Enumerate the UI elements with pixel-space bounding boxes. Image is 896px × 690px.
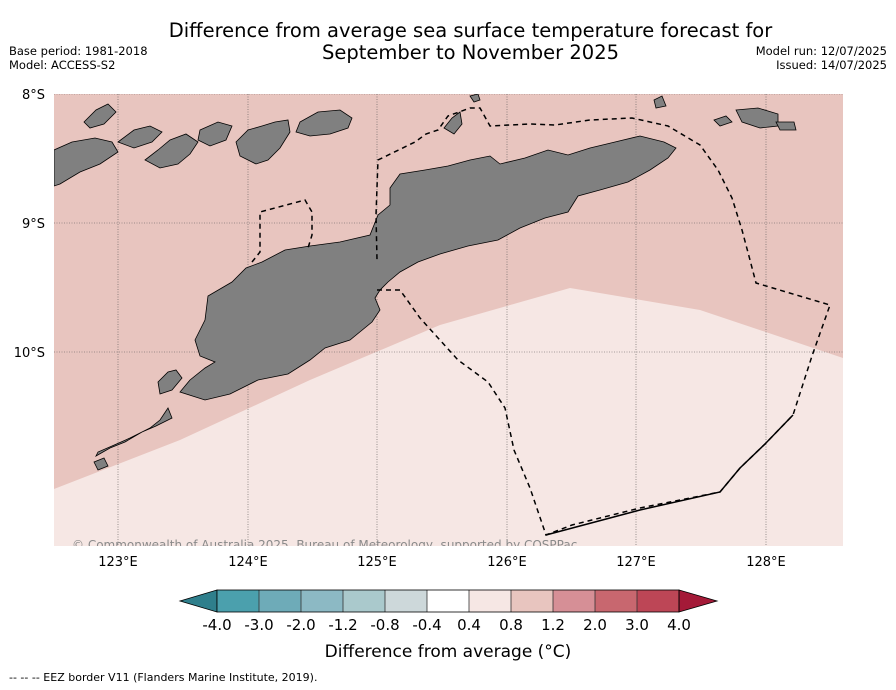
model-run: Model run: 12/07/2025 <box>755 44 887 58</box>
moa-island <box>775 121 797 131</box>
colorbar-title: Difference from average (°C) <box>324 642 572 662</box>
lat-label-9s: 9°S <box>22 217 45 232</box>
eez-border-solid <box>545 414 794 536</box>
eez-border-oecusse <box>251 199 313 263</box>
romang-island <box>443 111 463 135</box>
colorbar-bin <box>427 590 469 612</box>
lon-label-123e: 123°E <box>98 555 138 570</box>
ndao-island <box>93 457 109 471</box>
lon-label-125e: 125°E <box>357 555 397 570</box>
colorbar-bin <box>511 590 553 612</box>
colorbar: -4.0 -3.0 -2.0 -1.2 -0.8 -0.4 0.4 0.8 1.… <box>178 589 719 634</box>
colorbar-over-arrow <box>678 589 719 613</box>
lat-label-8s: 8°S <box>22 88 45 103</box>
copyright-notice: © Commonwealth of Australia 2025, Bureau… <box>72 538 577 552</box>
colorbar-tick: -4.0 <box>202 616 231 634</box>
lon-label-128e: 128°E <box>746 555 786 570</box>
kisar-island <box>713 115 733 127</box>
colorbar-ticks: -4.0 -3.0 -2.0 -1.2 -0.8 -0.4 0.4 0.8 1.… <box>202 616 691 634</box>
pantar-island <box>197 121 233 147</box>
atauro-island <box>469 94 481 103</box>
colorbar-frame <box>216 589 680 613</box>
flores-east-island <box>54 137 119 187</box>
timor-island <box>179 135 677 401</box>
lon-label-126e: 126°E <box>487 555 527 570</box>
colorbar-tick: -0.8 <box>370 616 399 634</box>
rote-island <box>95 407 173 458</box>
eez-footnote: -- -- -- EEZ border V11 (Flanders Marine… <box>9 671 318 684</box>
lembata-island <box>144 133 199 169</box>
lon-label-127e: 127°E <box>616 555 656 570</box>
adonara-island <box>117 125 163 149</box>
map-area: © Commonwealth of Australia 2025, Bureau… <box>54 94 843 552</box>
title-line-2: September to November 2025 <box>321 41 620 64</box>
colorbar-bin <box>259 590 301 612</box>
colorbar-bin <box>217 590 259 612</box>
colorbar-bin <box>595 590 637 612</box>
colorbar-bin <box>553 590 595 612</box>
land-masses <box>54 94 797 471</box>
colorbar-tick: -0.4 <box>412 616 441 634</box>
colorbar-tick: 3.0 <box>625 616 649 634</box>
base-period: Base period: 1981-2018 <box>9 44 148 58</box>
colorbar-tick: -1.2 <box>328 616 357 634</box>
sst-anomaly-0.4-0.8-region <box>54 288 843 546</box>
colorbar-tick: -3.0 <box>244 616 273 634</box>
colorbar-bin <box>637 590 679 612</box>
colorbar-bin <box>343 590 385 612</box>
alor-island <box>295 109 353 137</box>
solor-island <box>83 103 117 129</box>
colorbar-bin <box>469 590 511 612</box>
colorbar-tick: 2.0 <box>583 616 607 634</box>
colorbar-tick: 4.0 <box>667 616 691 634</box>
issued-date: Issued: 14/07/2025 <box>776 57 887 72</box>
colorbar-bin <box>301 590 343 612</box>
run-info: Model run: 12/07/2025 Issued: 14/07/2025 <box>755 44 887 72</box>
colorbar-tick: 1.2 <box>541 616 565 634</box>
eez-borders <box>251 107 831 536</box>
damar-island <box>653 95 667 109</box>
colorbar-bin <box>385 590 427 612</box>
map-title: Difference from average sea surface temp… <box>0 20 896 64</box>
base-info: Base period: 1981-2018 Model: ACCESS-S2 <box>9 44 148 72</box>
semau-island <box>157 369 183 395</box>
colorbar-tick: 0.8 <box>499 616 523 634</box>
lat-label-10s: 10°S <box>14 346 45 361</box>
lon-label-124e: 124°E <box>228 555 268 570</box>
title-line-1: Difference from average sea surface temp… <box>168 19 773 42</box>
wetar-island <box>235 119 291 165</box>
colorbar-under-arrow <box>178 589 218 613</box>
colorbar-tick: 0.4 <box>457 616 481 634</box>
colorbar-dividers <box>258 590 638 612</box>
model-name: Model: ACCESS-S2 <box>9 57 116 72</box>
colorbar-tick: -2.0 <box>286 616 315 634</box>
